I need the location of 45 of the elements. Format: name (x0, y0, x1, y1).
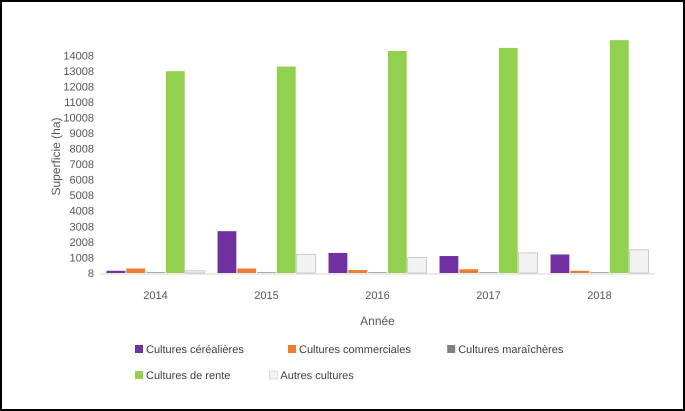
y-tick-label: 7008 (70, 159, 94, 172)
x-tick-label: 2014 (143, 290, 168, 302)
bar (237, 268, 256, 273)
x-tick-label: 2018 (587, 290, 612, 302)
bar (610, 40, 629, 273)
y-tick-label: 6008 (70, 174, 94, 187)
x-tick-label: 2017 (476, 290, 501, 302)
bar (276, 66, 296, 273)
legend-label: Autres cultures (280, 370, 354, 382)
bar (498, 48, 518, 273)
bar (459, 269, 478, 273)
x-tick-label: 2016 (365, 290, 390, 302)
legend-label: Cultures céréalières (146, 344, 244, 356)
bar (348, 270, 368, 273)
bar (166, 71, 185, 273)
y-tick-label: 8008 (70, 144, 94, 156)
y-tick-label: 1008 (70, 252, 94, 264)
y-axis-title: Superficie (ha) (49, 117, 63, 196)
legend-label: Cultures commerciales (299, 344, 412, 356)
bar (629, 249, 649, 274)
bar (126, 268, 146, 273)
legend-label: Cultures de rente (146, 370, 230, 382)
y-tick-label: 9008 (70, 128, 94, 140)
y-tick-label: 5008 (70, 190, 94, 202)
y-tick-label: 13008 (63, 66, 94, 78)
bar (328, 252, 348, 273)
legend-label: Cultures maraîchères (458, 344, 564, 356)
y-tick-label: 12008 (63, 81, 94, 94)
bar (518, 252, 538, 274)
y-tick-label: 14008 (63, 50, 94, 62)
y-tick-label: 3008 (70, 221, 94, 234)
y-tick-label: 11008 (64, 96, 94, 109)
y-tick-label: 4008 (70, 206, 94, 218)
bar (185, 270, 205, 274)
bar (550, 254, 570, 273)
x-tick-label: 2015 (254, 290, 279, 302)
y-tick-label: 2008 (70, 236, 94, 249)
bar (296, 254, 316, 274)
y-tick-label: 8 (88, 268, 94, 280)
y-tick-label: 10008 (63, 112, 94, 125)
bar (407, 257, 427, 274)
bar (218, 231, 236, 273)
bar (440, 256, 458, 273)
x-axis-title: Année (360, 314, 396, 328)
bar (388, 51, 407, 273)
